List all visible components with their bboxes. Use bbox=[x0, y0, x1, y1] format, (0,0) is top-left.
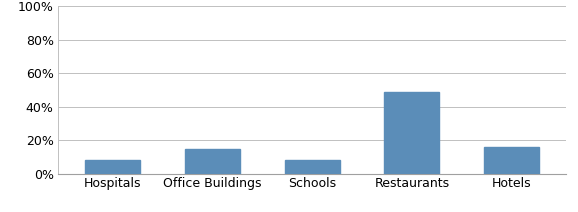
Bar bbox=[384, 92, 439, 174]
Bar bbox=[285, 160, 339, 174]
Bar bbox=[85, 160, 140, 174]
Bar bbox=[185, 149, 240, 174]
Bar bbox=[484, 147, 539, 174]
